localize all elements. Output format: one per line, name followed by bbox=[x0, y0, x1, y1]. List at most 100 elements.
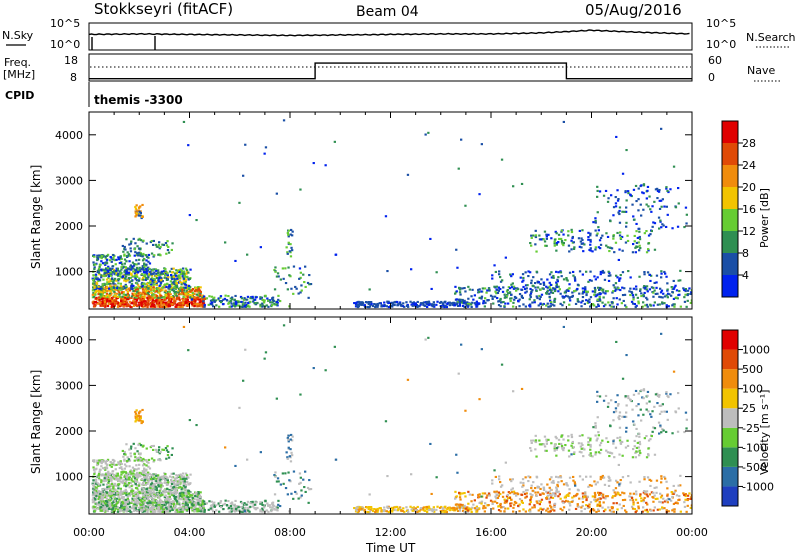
velocity-cell bbox=[138, 411, 141, 414]
velocity-cell bbox=[101, 460, 105, 463]
power-cell bbox=[99, 301, 102, 304]
power-cell bbox=[134, 210, 137, 213]
power-cell bbox=[661, 302, 664, 305]
velocity-cell bbox=[219, 501, 222, 504]
velocity-cell bbox=[123, 501, 126, 504]
power-cell bbox=[187, 271, 190, 274]
power-cell bbox=[140, 295, 144, 298]
power-cell bbox=[625, 206, 628, 209]
power-cell bbox=[589, 270, 592, 273]
power-cell bbox=[131, 292, 134, 295]
power-cell bbox=[103, 275, 106, 278]
power-cell bbox=[294, 285, 297, 288]
power-cell bbox=[623, 210, 626, 213]
power-cell bbox=[604, 189, 608, 192]
colorbar-segment bbox=[722, 143, 738, 165]
velocity-cell bbox=[143, 463, 146, 466]
velocity-cell bbox=[165, 457, 168, 460]
velocity-cell bbox=[135, 491, 138, 494]
power-cell bbox=[480, 295, 484, 298]
power-cell bbox=[632, 298, 635, 301]
power-cell bbox=[162, 243, 165, 246]
velocity-cell bbox=[134, 420, 137, 423]
velocity-cell bbox=[137, 506, 141, 509]
power-cell bbox=[163, 284, 166, 287]
power-cell bbox=[187, 286, 190, 289]
velocity-cell bbox=[159, 488, 162, 491]
power-cell bbox=[560, 229, 563, 232]
power-cell bbox=[249, 300, 252, 303]
power-cell bbox=[508, 287, 512, 290]
power-cell bbox=[298, 277, 301, 280]
power-cell bbox=[237, 301, 240, 304]
power-cell bbox=[168, 290, 171, 293]
power-cell bbox=[135, 252, 139, 255]
power-cell bbox=[107, 273, 110, 276]
velocity-cell bbox=[98, 483, 101, 486]
cpid-label: CPID bbox=[5, 89, 34, 102]
power-cell bbox=[142, 278, 145, 281]
power-cell bbox=[191, 288, 195, 291]
velocity-cell bbox=[147, 496, 150, 499]
velocity-cell bbox=[148, 472, 151, 475]
power-cell bbox=[190, 295, 193, 298]
power-cell bbox=[106, 295, 109, 298]
velocity-cell bbox=[115, 497, 119, 500]
power-cell bbox=[300, 289, 303, 292]
power-cell bbox=[259, 296, 262, 299]
velocity-cell bbox=[271, 503, 274, 506]
power-cell bbox=[656, 197, 659, 200]
power-cell bbox=[360, 302, 363, 305]
velocity-cell bbox=[145, 506, 148, 509]
velocity-cell bbox=[213, 505, 216, 508]
power-cell bbox=[536, 297, 539, 300]
power-cell bbox=[511, 282, 514, 285]
velocity-cell bbox=[171, 447, 174, 450]
power-cell bbox=[118, 291, 121, 294]
power-cell bbox=[146, 306, 149, 309]
power-cell bbox=[110, 279, 113, 282]
power-cell bbox=[550, 276, 553, 279]
n-search-label: N.Search bbox=[746, 31, 796, 44]
power-cell bbox=[105, 304, 108, 307]
power-cell bbox=[254, 298, 257, 301]
velocity-cell bbox=[184, 472, 188, 475]
power-cell bbox=[445, 306, 448, 309]
velocity-cell bbox=[186, 500, 189, 503]
power-cell bbox=[95, 282, 99, 285]
velocity-cell bbox=[108, 473, 111, 476]
velocity-cell bbox=[98, 461, 101, 464]
power-cell bbox=[665, 186, 668, 189]
velocity-cell bbox=[105, 509, 108, 512]
power-cell bbox=[286, 252, 289, 255]
velocity-cell bbox=[196, 510, 199, 513]
velocity-cell bbox=[140, 507, 143, 510]
power-cell bbox=[116, 285, 119, 288]
power-cell bbox=[157, 269, 160, 272]
power-cell bbox=[576, 283, 580, 286]
power-cell bbox=[588, 298, 591, 301]
power-cell bbox=[178, 276, 181, 279]
power-cell bbox=[645, 203, 648, 206]
power-cell bbox=[674, 284, 677, 287]
power-cell bbox=[172, 297, 176, 300]
velocity-cell bbox=[174, 505, 177, 508]
velocity-cell bbox=[178, 503, 181, 506]
velocity-cell bbox=[260, 501, 263, 504]
velocity-cell bbox=[150, 493, 153, 496]
power-cell bbox=[676, 297, 679, 300]
power-cell bbox=[549, 289, 552, 292]
power-cell bbox=[562, 296, 565, 299]
velocity-cell bbox=[203, 508, 206, 511]
power-cell bbox=[150, 295, 154, 298]
power-cell bbox=[99, 263, 102, 266]
power-cell bbox=[95, 275, 98, 278]
power-cell bbox=[573, 246, 576, 249]
power-cell bbox=[171, 289, 174, 292]
velocity-cell bbox=[129, 452, 132, 455]
power-cell bbox=[228, 305, 231, 308]
power-cell bbox=[135, 296, 138, 299]
velocity-cell bbox=[136, 414, 139, 417]
velocity-cell bbox=[159, 509, 162, 512]
power-cell bbox=[659, 220, 662, 223]
